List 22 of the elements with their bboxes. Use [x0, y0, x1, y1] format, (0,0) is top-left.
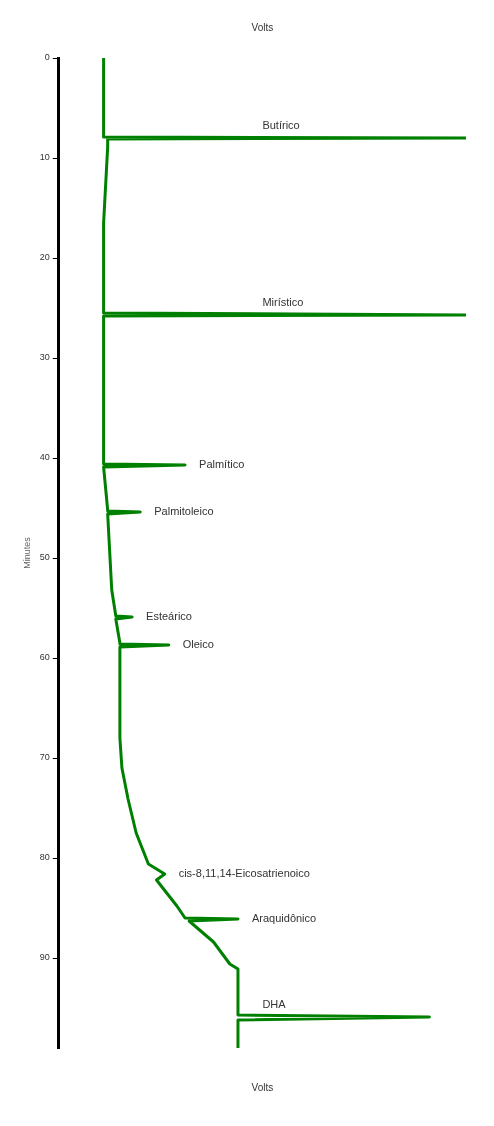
y-tick-label: 20: [39, 252, 50, 263]
y-tick-label: 50: [39, 552, 50, 563]
x-axis-title: Volts: [251, 21, 274, 33]
y-tick-label: 60: [39, 652, 50, 663]
annotation: DHA: [262, 998, 287, 1011]
y-tick-label: 10: [39, 152, 50, 163]
text: Volts: [251, 1081, 274, 1093]
y-tick-label: 30: [39, 352, 50, 363]
annotation: Mirístico: [262, 296, 304, 309]
y-tick-label: 0: [44, 52, 50, 63]
y-axis-title: Minutes: [21, 536, 32, 569]
y-tick-label: 40: [39, 452, 50, 463]
y-tick-label: 90: [39, 952, 50, 963]
annotation: Oleico: [182, 638, 214, 651]
annotation: Butírico: [262, 119, 300, 132]
annotation: Araquidônico: [251, 912, 317, 925]
annotation: Palmitoleico: [154, 505, 214, 518]
annotation: cis-8,11,14-Eicosatrienoico: [178, 867, 310, 880]
y-tick-label: 70: [39, 752, 50, 763]
y-tick-label: 80: [39, 852, 50, 863]
annotation: Esteárico: [146, 610, 192, 623]
annotation: Palmítico: [199, 458, 245, 471]
